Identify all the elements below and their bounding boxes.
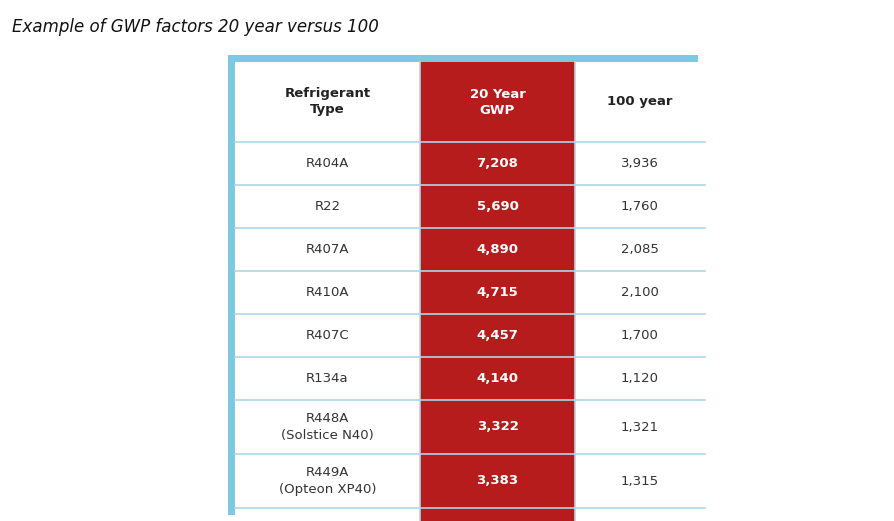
Text: 3,936: 3,936 <box>620 157 658 170</box>
Text: 5,690: 5,690 <box>476 200 518 213</box>
Text: 1,321: 1,321 <box>620 420 658 433</box>
Bar <box>228 55 697 515</box>
Text: 4,890: 4,890 <box>476 243 518 256</box>
Bar <box>235 454 419 508</box>
Bar <box>419 400 574 454</box>
Text: 2,085: 2,085 <box>620 243 658 256</box>
Bar <box>419 508 574 521</box>
Bar <box>235 228 419 271</box>
Text: 100 year: 100 year <box>606 95 672 108</box>
Text: 4,457: 4,457 <box>476 329 518 342</box>
Bar <box>235 357 419 400</box>
Text: R134a: R134a <box>306 372 349 385</box>
Text: Example of GWP factors 20 year versus 100: Example of GWP factors 20 year versus 10… <box>12 18 378 36</box>
Text: 4,140: 4,140 <box>476 372 518 385</box>
Bar <box>574 271 704 314</box>
Bar <box>419 271 574 314</box>
Bar <box>574 454 704 508</box>
Bar <box>235 62 690 508</box>
Text: R404A: R404A <box>306 157 349 170</box>
Bar <box>419 62 574 142</box>
Text: 7,208: 7,208 <box>476 157 518 170</box>
Text: 20 Year
GWP: 20 Year GWP <box>469 88 525 117</box>
Text: 3,322: 3,322 <box>476 420 518 433</box>
Bar <box>235 508 419 521</box>
Bar <box>574 142 704 185</box>
Bar <box>235 142 419 185</box>
Text: 1,700: 1,700 <box>620 329 658 342</box>
Bar <box>235 314 419 357</box>
Bar <box>574 228 704 271</box>
Bar <box>235 185 419 228</box>
Text: R449A
(Opteon XP40): R449A (Opteon XP40) <box>278 466 375 495</box>
Text: 1,760: 1,760 <box>620 200 658 213</box>
Bar <box>419 185 574 228</box>
Text: R407A: R407A <box>306 243 349 256</box>
Text: 1,315: 1,315 <box>620 475 658 488</box>
Bar <box>419 314 574 357</box>
Bar <box>574 357 704 400</box>
Bar <box>235 271 419 314</box>
Text: 3,383: 3,383 <box>476 475 518 488</box>
Bar <box>574 400 704 454</box>
Text: R410A: R410A <box>306 286 349 299</box>
Bar <box>419 142 574 185</box>
Bar <box>419 454 574 508</box>
Text: R22: R22 <box>314 200 341 213</box>
Bar <box>574 314 704 357</box>
Bar <box>574 185 704 228</box>
Text: 1,120: 1,120 <box>620 372 658 385</box>
Text: R407C: R407C <box>306 329 349 342</box>
Text: R448A
(Solstice N40): R448A (Solstice N40) <box>281 413 374 441</box>
Text: 2,100: 2,100 <box>620 286 658 299</box>
Bar <box>574 62 704 142</box>
Text: 4,715: 4,715 <box>477 286 518 299</box>
Bar <box>419 357 574 400</box>
Bar <box>235 62 419 142</box>
Bar <box>235 400 419 454</box>
Text: Refrigerant
Type: Refrigerant Type <box>284 88 370 117</box>
Bar <box>574 508 704 521</box>
Bar <box>419 228 574 271</box>
